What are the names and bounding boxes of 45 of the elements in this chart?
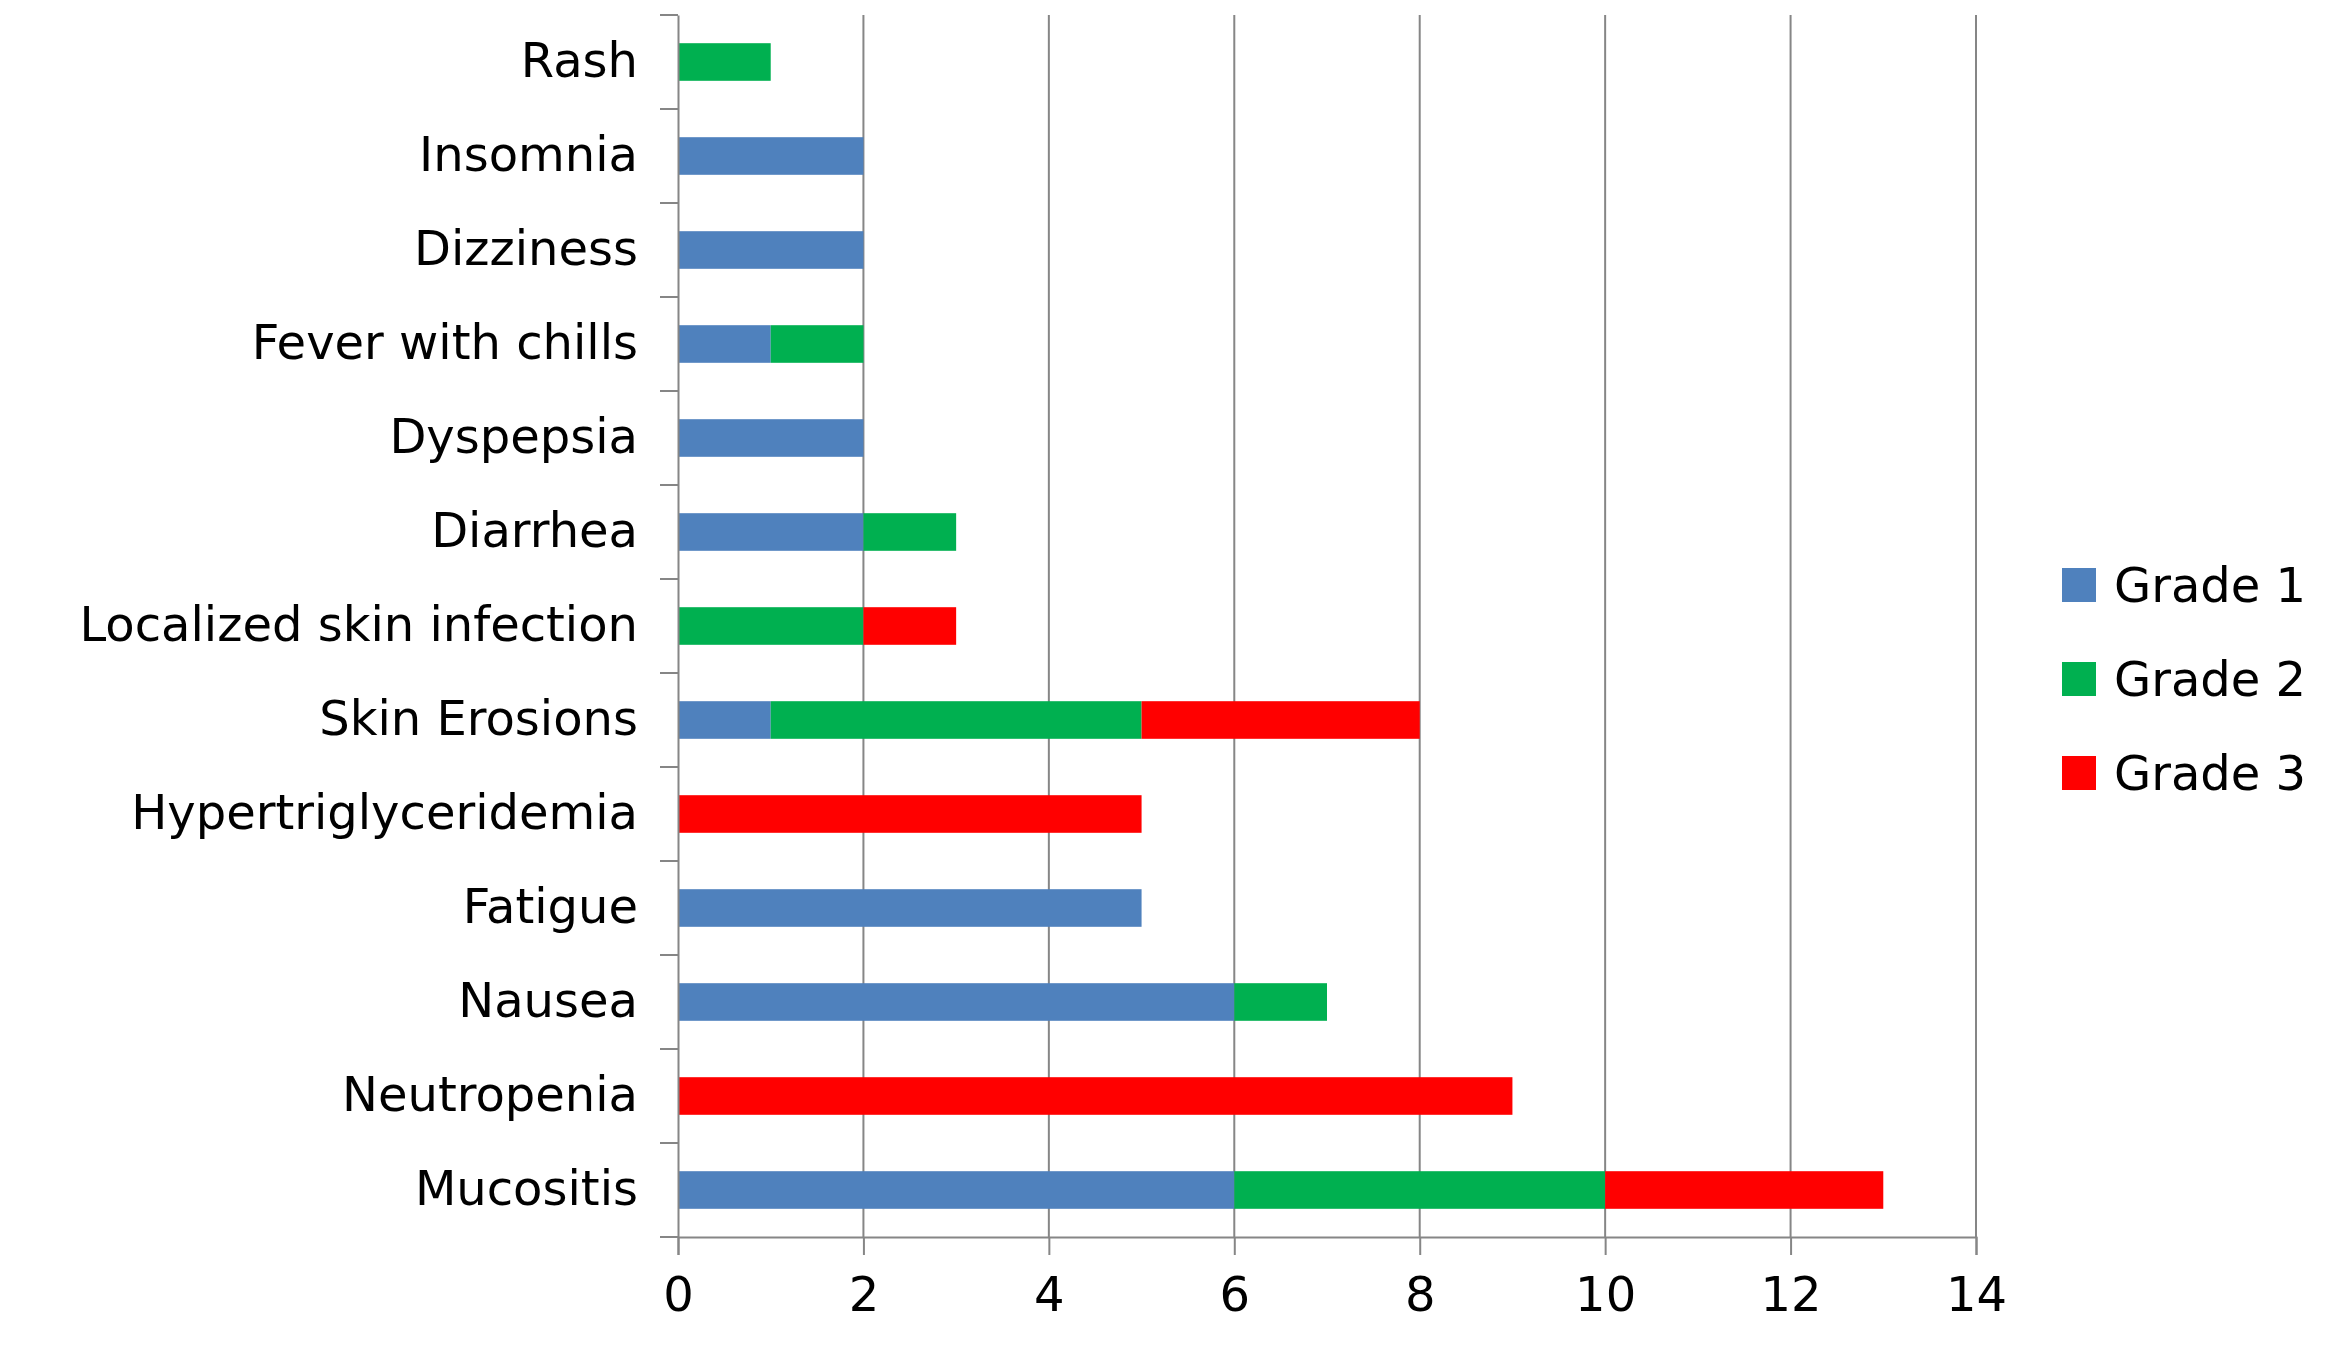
- y-tick-label: Dizziness: [414, 220, 638, 277]
- bar: [678, 1171, 1235, 1209]
- legend-label: Grade 3: [2114, 744, 2307, 801]
- bar: [1234, 1171, 1606, 1209]
- bar: [1605, 1171, 1884, 1209]
- x-tick-label: 4: [1034, 1266, 1065, 1323]
- y-tick-label: Fatigue: [462, 878, 638, 935]
- x-tick-label: 12: [1760, 1266, 1822, 1323]
- legend-label: Grade 2: [2114, 650, 2307, 707]
- x-tick-label: 6: [1219, 1266, 1251, 1323]
- y-tick-label: Localized skin infection: [79, 596, 638, 653]
- y-tick-label: Rash: [520, 32, 638, 89]
- y-tick-label: Diarrhea: [431, 502, 638, 559]
- bar: [678, 137, 864, 175]
- x-tick-label: 8: [1404, 1266, 1436, 1323]
- bar: [1141, 701, 1420, 739]
- bar: [678, 513, 864, 551]
- bar: [678, 419, 864, 457]
- bar: [678, 983, 1235, 1021]
- x-tick-label: 0: [663, 1266, 694, 1323]
- x-tick-label: 10: [1575, 1266, 1637, 1323]
- y-tick-label: Insomnia: [419, 126, 638, 183]
- bar: [863, 607, 957, 645]
- bar: [770, 325, 864, 363]
- y-tick-label: Skin Erosions: [319, 690, 638, 747]
- y-tick-label: Hypertriglyceridemia: [131, 784, 638, 841]
- x-tick-label: 2: [848, 1266, 880, 1323]
- y-tick-label: Mucositis: [414, 1160, 638, 1217]
- bar: [678, 607, 864, 645]
- y-tick-label: Dyspepsia: [389, 408, 638, 465]
- bar: [770, 701, 1142, 739]
- y-tick-label: Nausea: [458, 972, 638, 1029]
- legend-label: Grade 1: [2114, 556, 2307, 613]
- y-tick-label: Neutropenia: [342, 1066, 638, 1123]
- bar: [678, 43, 771, 81]
- bar: [678, 701, 771, 739]
- bar: [863, 513, 957, 551]
- x-tick-label: 14: [1945, 1266, 2008, 1323]
- bar: [678, 889, 1142, 927]
- bar: [1234, 983, 1327, 1021]
- bar: [678, 231, 864, 269]
- bar: [678, 1077, 1513, 1115]
- y-tick-label: Fever with chills: [251, 314, 638, 371]
- bar: [678, 325, 771, 363]
- bar: [678, 795, 1142, 833]
